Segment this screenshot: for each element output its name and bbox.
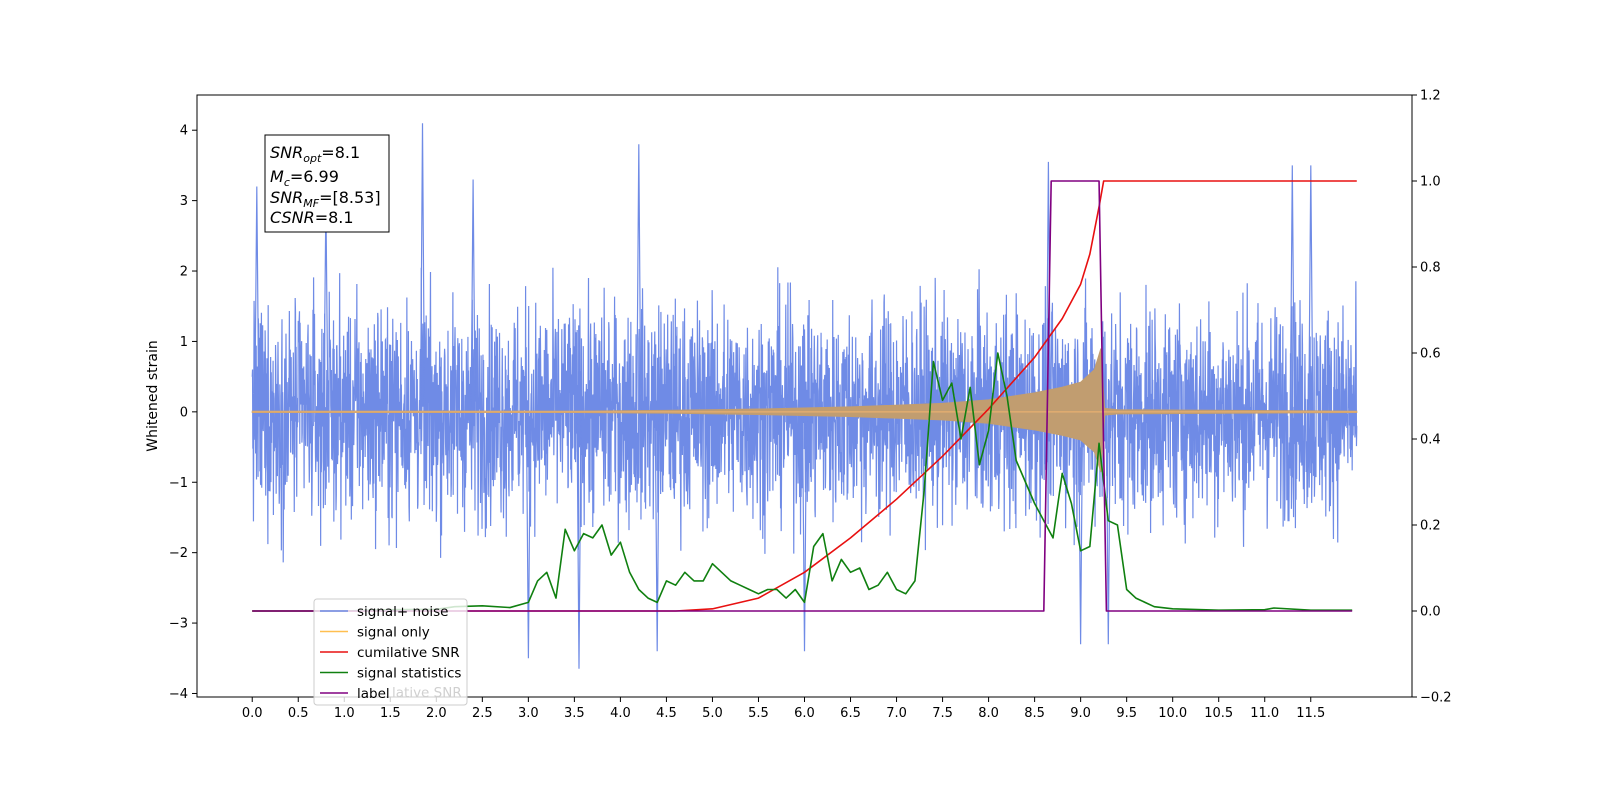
- x-tick-label: 10.0: [1158, 706, 1187, 721]
- cumulative-snr-line: [252, 180, 1357, 612]
- x-tick-label: 0.5: [288, 706, 309, 721]
- x-axis: 0.0 0.5 1.0 1.5 2.0 2.5 3.0 3.5 4.0 4.5 5.0 5.5 6.0 6…: [242, 697, 1325, 721]
- y2-tick-label: 0.6: [1420, 347, 1441, 362]
- x-tick-label: 2.5: [472, 706, 493, 721]
- legend-entry-signal-noise: signal+ noise: [320, 604, 448, 620]
- x-tick-label: 7.0: [886, 706, 907, 721]
- y-tick-label: −2: [169, 546, 188, 561]
- signal-noise-peak: [1105, 411, 1111, 645]
- legend-ghost-text: lative SNR: [392, 685, 462, 701]
- y-tick-label: 0: [180, 405, 188, 420]
- x-tick-label: 8.5: [1024, 706, 1045, 721]
- legend-entry-label: label: [320, 686, 390, 702]
- x-tick-label: 6.0: [794, 706, 815, 721]
- y2-tick-label: 0.8: [1420, 261, 1441, 276]
- legend-entry-signal-only: signal only: [320, 625, 430, 641]
- signal-noise-series: [251, 123, 1358, 669]
- y2-tick-label: 0.0: [1420, 605, 1441, 620]
- annotation-line-snr-mf: SNRMF=[8.53]: [270, 188, 381, 210]
- annotation-line-csnr: CSNR=8.1: [270, 208, 354, 227]
- signal-noise-peak: [1308, 165, 1314, 412]
- x-tick-label: 9.5: [1116, 706, 1137, 721]
- x-tick-label: 10.5: [1204, 706, 1233, 721]
- signal-noise-peak: [654, 411, 660, 652]
- y-axis-title: Whitened strain: [145, 340, 161, 451]
- x-tick-label: 3.0: [518, 706, 539, 721]
- legend-label-cumulative-snr: cumilative SNR: [357, 645, 460, 661]
- signal-only-series: [251, 348, 1358, 473]
- x-tick-label: 2.0: [426, 706, 447, 721]
- x-tick-label: 3.5: [564, 706, 585, 721]
- y2-tick-label: −0.2: [1420, 691, 1452, 706]
- x-tick-label: 5.0: [702, 706, 723, 721]
- legend-label-signal-only: signal only: [357, 625, 430, 641]
- legend-label-signal-statistics: signal statistics: [357, 666, 461, 682]
- x-tick-label: 9.0: [1070, 706, 1091, 721]
- y2-tick-label: 1.2: [1420, 89, 1441, 104]
- y-tick-label: −3: [169, 617, 188, 632]
- y2-tick-label: 1.0: [1420, 175, 1441, 190]
- plot-area: [251, 123, 1358, 669]
- y-tick-label: 4: [180, 124, 188, 139]
- y-tick-label: 3: [180, 194, 188, 209]
- y-tick-label: 1: [180, 335, 188, 350]
- x-tick-label: 1.0: [334, 706, 355, 721]
- y-tick-label: 2: [180, 265, 188, 280]
- signal-noise-peak: [576, 411, 582, 669]
- x-tick-label: 1.5: [380, 706, 401, 721]
- x-tick-label: 8.0: [978, 706, 999, 721]
- legend-label-signal-noise: signal+ noise: [357, 604, 448, 620]
- legend: lative SNR signal+ noise signal only cum…: [313, 598, 468, 706]
- signal-noise-peak: [636, 144, 642, 412]
- signal-noise-peak: [419, 123, 426, 412]
- annotation-line-mc: Mc=6.99: [270, 167, 339, 189]
- signal-noise-peak: [254, 186, 260, 412]
- y-tick-label: −1: [169, 476, 188, 491]
- x-tick-label: 4.5: [656, 706, 677, 721]
- label-line: [252, 180, 1353, 612]
- x-tick-label: 0.0: [242, 706, 263, 721]
- right-axis-series: [252, 180, 1357, 612]
- y2-tick-label: 0.4: [1420, 433, 1441, 448]
- signal-noise-peak: [1289, 165, 1295, 412]
- x-tick-label: 7.5: [932, 706, 953, 721]
- signal-noise-line: [251, 267, 1358, 563]
- signal-noise-peak: [525, 411, 531, 659]
- y-axis-right: 1.2 1.0 0.8 0.6 0.4 0.2 0.0 −0.2: [1412, 89, 1452, 706]
- signal-only-envelope: [251, 348, 1358, 473]
- legend-frame: [313, 598, 468, 706]
- x-tick-label: 4.0: [610, 706, 631, 721]
- y2-tick-label: 0.2: [1420, 519, 1441, 534]
- signal-noise-peak: [1045, 161, 1051, 412]
- x-tick-label: 11.0: [1250, 706, 1279, 721]
- signal-statistics-line: [252, 352, 1353, 612]
- x-tick-label: 6.5: [840, 706, 861, 721]
- signal-noise-peak: [801, 411, 808, 652]
- legend-label-label: label: [357, 686, 390, 702]
- annotation-line-snr-opt: SNRopt=8.1: [270, 143, 360, 165]
- y-axis-left: 4 3 2 1 0 −1 −2 −3 −4: [169, 124, 197, 702]
- x-tick-label: 5.5: [748, 706, 769, 721]
- legend-entry-cumulative-snr: cumilative SNR: [320, 645, 460, 661]
- annotation-frame: [264, 134, 390, 233]
- legend-entry-signal-statistics: signal statistics: [320, 666, 461, 682]
- y-tick-label: −4: [169, 687, 188, 702]
- x-tick-label: 11.5: [1296, 706, 1325, 721]
- signal-noise-peak: [470, 179, 476, 412]
- annotation-box: SNRopt=8.1 Mc=6.99 SNRMF=[8.53] CSNR=8.1: [264, 134, 390, 233]
- signal-noise-peak: [1078, 411, 1084, 645]
